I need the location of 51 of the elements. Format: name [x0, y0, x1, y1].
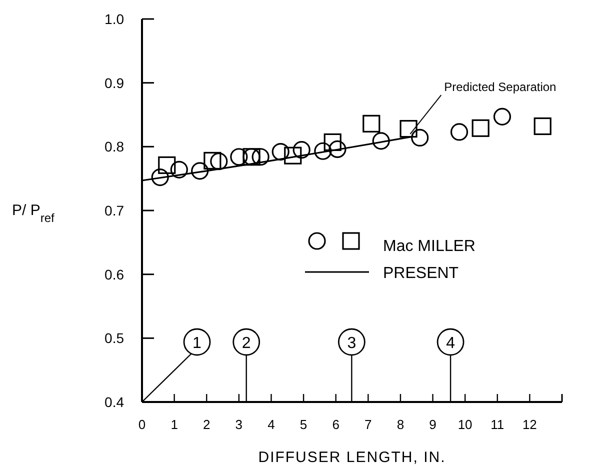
x-tick-label: 2 [203, 417, 210, 432]
point [324, 133, 342, 151]
y-tick-label: 0.5 [104, 330, 124, 346]
legend-label: Mac MILLER [383, 238, 476, 255]
x-tick-label: 9 [429, 417, 436, 432]
point [230, 148, 248, 166]
annotation: Predicted Separation [444, 80, 556, 94]
y-tick-label: 0.4 [104, 394, 124, 410]
x-tick-label: 7 [364, 417, 372, 432]
point [210, 152, 228, 170]
x-tick-label: 0 [138, 417, 146, 432]
y-tick-label: 0.7 [104, 202, 124, 218]
point [191, 162, 209, 180]
point [170, 160, 188, 178]
point [158, 156, 176, 174]
point [472, 119, 490, 137]
annotation: 4 [446, 335, 456, 352]
point [151, 168, 169, 186]
point [372, 132, 390, 150]
y-tick-label: 0.6 [104, 266, 124, 282]
point [272, 142, 290, 161]
y-axis-title: P/ P$_{ref}$ [12, 202, 56, 225]
annotation: 1 [192, 335, 202, 352]
x-tick-label: 3 [235, 417, 243, 432]
x-tick-label: 4 [268, 417, 275, 432]
point [204, 152, 222, 170]
legend-label: PRESENT [383, 265, 459, 282]
x-tick-label: 8 [396, 417, 404, 432]
point [534, 117, 552, 136]
x-tick-label: 10 [458, 417, 472, 432]
point [450, 123, 468, 141]
point [314, 142, 332, 160]
x-tick-label: 1 [170, 417, 178, 432]
point [252, 148, 270, 166]
annotation: 2 [242, 335, 251, 352]
x-tick-label: 11 [490, 417, 504, 432]
y-tick-label: 1.0 [104, 11, 124, 27]
point [400, 120, 418, 138]
annotation: 3 [347, 335, 356, 352]
x-axis-title: DIFFUSER LENGTH, IN. [258, 449, 446, 466]
y-tick-label: 0.8 [104, 138, 124, 155]
x-tick-label: 12 [522, 417, 537, 432]
x-tick-label: 5 [300, 417, 308, 432]
point [292, 141, 310, 159]
point [493, 108, 512, 126]
point [284, 146, 302, 164]
point [328, 140, 346, 158]
y-tick-label: 0.9 [104, 74, 124, 91]
point [411, 128, 429, 147]
x-tick-label: 6 [332, 417, 340, 432]
point [362, 114, 380, 132]
